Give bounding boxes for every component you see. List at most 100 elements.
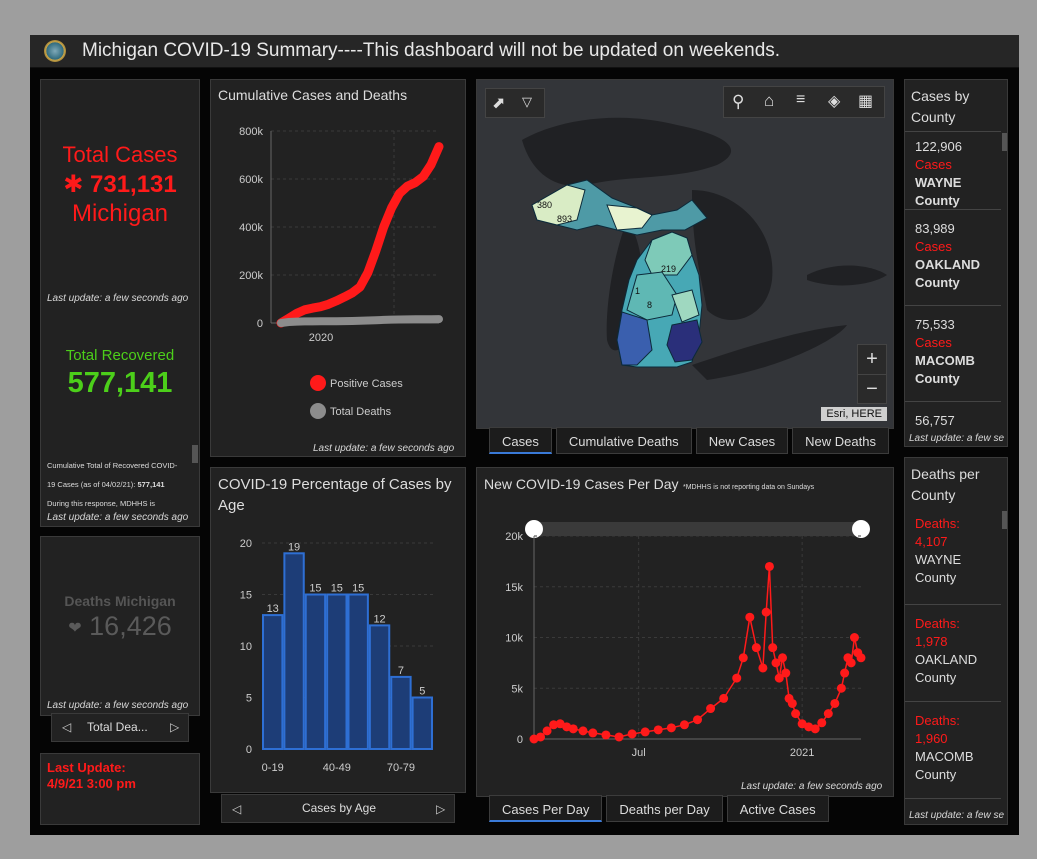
list-item[interactable]: Deaths: 1,960 MACOMB County: [905, 702, 1001, 799]
data-point: [817, 718, 827, 728]
chevron-left-icon[interactable]: ◁: [232, 802, 242, 816]
x-tick-label: 40-49: [323, 762, 351, 774]
select-tool-icon[interactable]: ⬈: [492, 95, 506, 112]
cases-by-county-updated: Last update: a few se: [909, 433, 1005, 444]
deaths-nav-label: Total Dea...: [87, 720, 148, 734]
data-point: [764, 561, 774, 571]
detroit-metro-cluster: [666, 319, 703, 363]
county-case-unit: Cases: [915, 335, 952, 350]
deaths-by-county-updated: Last update: a few se: [909, 810, 1005, 821]
y-tick-label: 20k: [505, 531, 523, 543]
zoom-out-button[interactable]: −: [866, 378, 878, 400]
tab-new-deaths[interactable]: New Deaths: [792, 427, 889, 454]
series-line-total-deaths: [277, 315, 443, 327]
bar-80+: [411, 696, 433, 750]
list-item[interactable]: 83,989 Cases OAKLAND County: [905, 210, 1001, 306]
deaths-by-county-list: Deaths: 4,107 WAYNE County Deaths: 1,978…: [905, 509, 1001, 806]
deaths-by-county-scrollbar[interactable]: [1002, 511, 1007, 529]
list-item[interactable]: 122,906 Cases WAYNE County: [905, 132, 1001, 210]
asterisk-icon: ✱: [63, 171, 84, 198]
map-attribution: Esri, HERE: [821, 407, 887, 421]
legend-label: Total Deaths: [330, 406, 392, 418]
list-item[interactable]: Deaths: 1,978 OAKLAND County: [905, 605, 1001, 702]
new-cases-chart: 0 5k 10k 15k 20k Jul 2021: [505, 520, 870, 759]
tab-new-cases[interactable]: New Cases: [695, 427, 789, 454]
total-cases-panel: Total Cases ✱ 731,131 Michigan Last upda…: [40, 79, 200, 527]
county-death-value: 1,978: [915, 634, 948, 649]
data-point: [846, 658, 856, 668]
list-item[interactable]: 56,757 Cases: [905, 402, 1001, 430]
x-tick-label: 0-19: [262, 762, 284, 774]
age-chart-nav-label: Cases by Age: [301, 801, 377, 815]
data-point: [823, 709, 833, 719]
west-lp-cluster: [616, 311, 653, 366]
recovered-value: 577,141: [67, 367, 173, 399]
search-icon[interactable]: ⚲: [732, 92, 745, 111]
total-cases-state: Michigan: [71, 200, 169, 227]
new-cases-chart-updated: Last update: a few seconds ago: [741, 781, 883, 792]
map-county-label: 219: [661, 264, 676, 274]
deaths-updated: Last update: a few seconds ago: [47, 700, 189, 711]
chevron-down-icon[interactable]: ▽: [522, 94, 532, 109]
list-item[interactable]: 75,533 Cases MACOMB County: [905, 306, 1001, 402]
recovered-scrollbar[interactable]: [192, 445, 198, 463]
data-point: [706, 704, 716, 714]
y-tick-label: 10k: [505, 633, 523, 645]
data-point: [745, 612, 755, 622]
dashboard-header: Michigan COVID-19 Summary----This dashbo…: [30, 35, 1019, 68]
legend-label: Positive Cases: [330, 378, 403, 390]
x-tick-label: 2021: [790, 747, 814, 759]
total-cases-label: Total Cases: [62, 142, 178, 167]
home-icon[interactable]: ⌂: [764, 91, 775, 110]
data-point: [719, 693, 729, 703]
data-point: [771, 658, 781, 668]
data-point: [787, 698, 797, 708]
county-case-value: 122,906: [915, 139, 962, 154]
tab-deaths-per-day[interactable]: Deaths per Day: [606, 795, 723, 822]
saginaw-cluster: [671, 289, 700, 323]
last-update-label: Last Update:: [47, 760, 126, 775]
x-tick-label: 70-79: [387, 762, 415, 774]
legend-list-icon[interactable]: ≡: [796, 91, 806, 108]
bar-20-29: [283, 552, 305, 750]
bar-70-79: [390, 675, 412, 750]
map-panel[interactable]: 380 893 219 1 8 ⬈ ▽ ⚲ ⌂ ≡ ◈ ▦ + − Esri, …: [476, 79, 894, 429]
new-cases-chart-panel: New COVID-19 Cases Per Day *MDHHS is not…: [476, 467, 894, 797]
chevron-left-icon[interactable]: ◁: [62, 720, 72, 734]
layers-icon[interactable]: ◈: [828, 93, 841, 110]
data-label: 5: [419, 686, 425, 698]
new-cases-tabs: Cases Per Day Deaths per Day Active Case…: [489, 795, 829, 822]
range-slider-end-handle: [852, 520, 870, 538]
county-name: WAYNE County: [915, 552, 962, 585]
age-chart-title: COVID-19 Percentage of Cases by Age: [218, 474, 451, 516]
data-point: [568, 724, 578, 734]
county-death-prefix: Deaths:: [915, 713, 960, 728]
tab-cumulative-deaths[interactable]: Cumulative Deaths: [555, 427, 692, 454]
list-item[interactable]: Deaths: 748: [905, 799, 1001, 806]
data-point: [774, 673, 784, 683]
list-item[interactable]: Deaths: 4,107 WAYNE County: [905, 509, 1001, 605]
michigan-map[interactable]: 380 893 219 1 8: [477, 80, 893, 428]
chevron-right-icon[interactable]: ▷: [436, 802, 446, 816]
bar-40-49: [326, 593, 348, 750]
tab-cases[interactable]: Cases: [489, 427, 552, 454]
tab-cases-per-day[interactable]: Cases Per Day: [489, 795, 603, 822]
county-case-unit: Cases: [915, 239, 952, 254]
data-point: [601, 730, 611, 740]
map-county-label: 1: [635, 286, 640, 296]
last-update-panel: Last Update: 4/9/21 3:00 pm: [40, 753, 200, 825]
data-label: 19: [288, 541, 300, 553]
age-chart: 0 5 10 15 20 13 19 15 15 15 12 7 5 0-19 40-49 70-79: [240, 538, 433, 774]
y-tick-label: 5: [246, 693, 252, 705]
tab-active-cases[interactable]: Active Cases: [726, 795, 829, 822]
county-case-value: 75,533: [915, 317, 955, 332]
basemap-gallery-icon[interactable]: ▦: [858, 93, 874, 110]
chevron-right-icon[interactable]: ▷: [170, 720, 180, 734]
new-cases-chart-subtitle: *MDHHS is not reporting data on Sundays: [682, 484, 815, 491]
last-update-value: 4/9/21 3:00 pm: [47, 776, 136, 791]
zoom-in-button[interactable]: +: [858, 345, 886, 375]
lake-huron: [692, 190, 773, 320]
map-tabs: Cases Cumulative Deaths New Cases New De…: [489, 427, 889, 454]
cases-by-county-scrollbar[interactable]: [1002, 133, 1007, 151]
range-slider-track: [534, 522, 861, 536]
